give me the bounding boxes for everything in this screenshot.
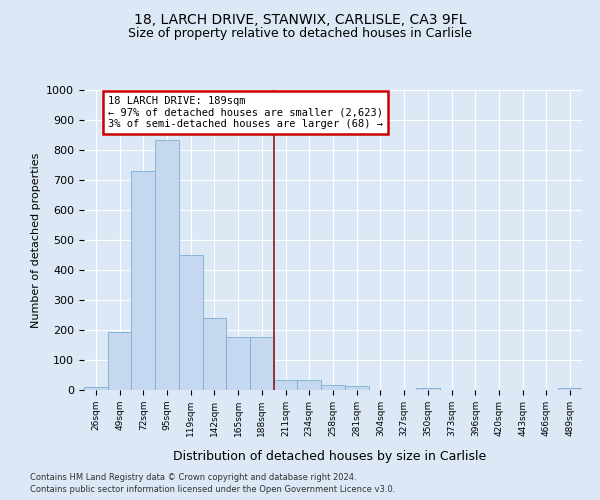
Text: 18 LARCH DRIVE: 189sqm
← 97% of detached houses are smaller (2,623)
3% of semi-d: 18 LARCH DRIVE: 189sqm ← 97% of detached… bbox=[108, 96, 383, 129]
Bar bbox=[274, 380, 298, 390]
Bar bbox=[84, 387, 108, 390]
Bar bbox=[321, 384, 345, 390]
Bar bbox=[155, 140, 179, 390]
Text: 18, LARCH DRIVE, STANWIX, CARLISLE, CA3 9FL: 18, LARCH DRIVE, STANWIX, CARLISLE, CA3 … bbox=[134, 12, 466, 26]
Bar bbox=[558, 388, 582, 390]
Bar bbox=[416, 388, 440, 390]
Bar bbox=[250, 336, 274, 390]
Text: Distribution of detached houses by size in Carlisle: Distribution of detached houses by size … bbox=[173, 450, 487, 463]
Bar bbox=[179, 255, 203, 390]
Bar bbox=[345, 386, 368, 390]
Y-axis label: Number of detached properties: Number of detached properties bbox=[31, 152, 41, 328]
Bar bbox=[298, 380, 321, 390]
Bar bbox=[108, 332, 131, 390]
Text: Contains HM Land Registry data © Crown copyright and database right 2024.: Contains HM Land Registry data © Crown c… bbox=[30, 472, 356, 482]
Bar bbox=[226, 336, 250, 390]
Text: Size of property relative to detached houses in Carlisle: Size of property relative to detached ho… bbox=[128, 28, 472, 40]
Bar bbox=[131, 171, 155, 390]
Text: Contains public sector information licensed under the Open Government Licence v3: Contains public sector information licen… bbox=[30, 485, 395, 494]
Bar bbox=[203, 318, 226, 390]
